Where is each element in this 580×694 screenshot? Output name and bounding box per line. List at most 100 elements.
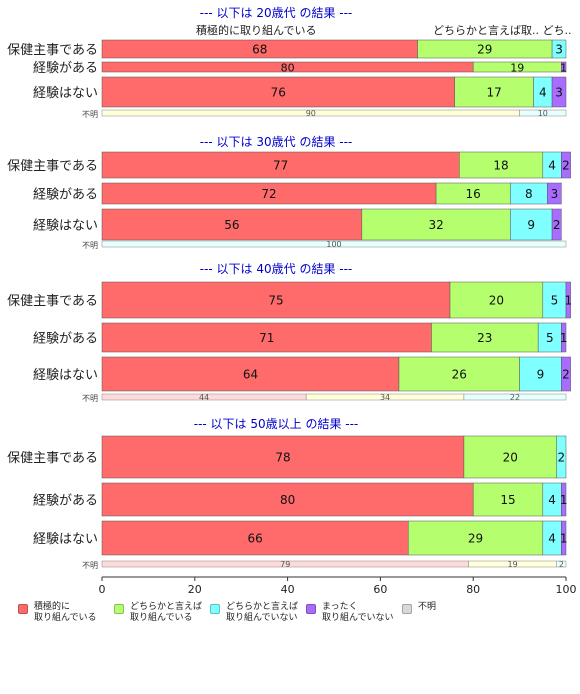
legend-label-unknown: 不明: [418, 602, 437, 612]
row-label: 保健主事である: [7, 159, 98, 174]
data-label: 5: [546, 331, 554, 345]
unknown-row-label: 不明: [82, 110, 98, 119]
data-label: 72: [261, 187, 276, 201]
bar-segment: [510, 208, 553, 241]
row-label: 経験がある: [33, 188, 98, 203]
unknown-bar-segment: [463, 393, 567, 401]
bar-segment: [551, 76, 567, 108]
data-label: 4: [548, 493, 556, 507]
legend-label-negative: まったく 取り組んでいない: [322, 602, 394, 623]
bar-segment: [547, 182, 562, 205]
row-label: 経験はない: [33, 532, 98, 547]
data-label: 20: [503, 451, 518, 465]
bar-segment: [463, 435, 557, 479]
row-label: 経験はない: [33, 368, 98, 383]
unknown-data-label: 19: [508, 560, 518, 569]
data-label: 5: [551, 294, 559, 308]
data-label: 56: [224, 218, 239, 232]
unknown-bar-segment: [556, 560, 567, 568]
data-label: 17: [486, 86, 501, 100]
bar-segment: [551, 208, 562, 241]
unknown-data-label: 79: [280, 560, 290, 569]
data-label: 23: [477, 331, 492, 345]
legend-swatch-somewhat-negative: [210, 604, 220, 614]
bar-segment: [551, 39, 567, 59]
data-label: 1: [564, 294, 572, 308]
data-label: 1: [560, 532, 568, 546]
unknown-bar-segment: [101, 240, 567, 248]
data-label: 75: [268, 294, 283, 308]
header-label-somewhat: どちらかと言えば取.. どち..: [433, 24, 571, 37]
unknown-row-label: 不明: [82, 394, 98, 403]
legend-item-negative: まったく 取り組んでいない: [306, 602, 402, 624]
data-label: 3: [555, 43, 563, 57]
bar-segment: [561, 356, 571, 392]
legend-swatch-unknown: [402, 604, 412, 614]
unknown-data-label: 10: [538, 109, 548, 118]
unknown-data-label: 34: [380, 393, 390, 402]
data-label: 64: [243, 368, 258, 382]
data-label: 80: [280, 493, 295, 507]
unknown-data-label: 100: [326, 240, 341, 249]
legend-label-somewhat-negative: どちらかと言えば 取り組んでいない: [226, 602, 299, 623]
data-label: 8: [525, 187, 533, 201]
x-tick-label: 0: [99, 583, 106, 596]
data-label: 1: [560, 62, 567, 75]
header-label-positive: 積極的に取り組んでいる: [196, 23, 316, 37]
bar-segment: [459, 151, 544, 179]
legend-item-somewhat-positive: どちらかと言えば 取り組んでいる: [114, 602, 210, 624]
unknown-data-label: 44: [199, 393, 209, 402]
legend-swatch-negative: [306, 604, 316, 614]
data-label: 2: [562, 368, 570, 382]
data-label: 4: [548, 159, 556, 173]
data-label: 1: [560, 331, 568, 345]
data-label: 18: [493, 159, 508, 173]
unknown-bar-segment: [519, 109, 567, 117]
data-label: 32: [428, 218, 443, 232]
x-tick-label: 80: [466, 583, 480, 596]
bar-segment: [561, 482, 567, 517]
data-label: 26: [452, 368, 467, 382]
bar-segment: [556, 435, 567, 479]
bar-segment: [407, 520, 544, 556]
bar-segment: [101, 356, 400, 392]
legend-swatch-somewhat-positive: [114, 604, 124, 614]
data-label: 19: [510, 62, 524, 75]
data-label: 71: [259, 331, 274, 345]
row-label: 経験はない: [33, 219, 98, 234]
bar-segment: [101, 208, 363, 241]
bar-segment: [561, 520, 567, 556]
legend-swatch-positive: [18, 604, 28, 614]
bar-segment: [472, 482, 544, 517]
bar-segment: [101, 151, 460, 179]
bar-segment: [565, 281, 571, 319]
bar-segment: [519, 356, 562, 392]
data-label: 2: [558, 451, 566, 465]
row-label: 経験はない: [33, 86, 98, 101]
data-label: 77: [273, 159, 288, 173]
x-tick-label: 40: [281, 583, 295, 596]
data-label: 4: [548, 532, 556, 546]
data-label: 29: [477, 43, 492, 57]
bar-segment: [101, 281, 451, 319]
bar-segment: [361, 208, 511, 241]
data-label: 9: [537, 368, 545, 382]
data-label: 1: [560, 493, 568, 507]
bar-segment: [449, 281, 544, 319]
legend-label-somewhat-positive: どちらかと言えば 取り組んでいる: [130, 602, 203, 623]
x-tick-label: 20: [188, 583, 202, 596]
row-label: 経験がある: [33, 494, 98, 509]
unknown-data-label: 90: [306, 109, 316, 118]
unknown-row-label: 不明: [82, 241, 98, 250]
data-label: 3: [551, 187, 559, 201]
bar-segment: [561, 322, 567, 353]
unknown-row-label: 不明: [82, 561, 98, 570]
row-label: 経験がある: [33, 332, 98, 347]
panel-title: --- 以下は 30歳代 の結果 ---: [200, 135, 353, 149]
data-label: 29: [468, 532, 483, 546]
row-label: 保健主事である: [7, 451, 98, 466]
bar-segment: [398, 356, 520, 392]
legend-item-unknown: 不明: [402, 602, 462, 624]
stacked-bar-chart: 積極的に取り組んでいる どちらかと言えば取.. どち.. --- 以下は 20歳代 …: [7, 6, 576, 596]
data-label: 76: [271, 86, 286, 100]
